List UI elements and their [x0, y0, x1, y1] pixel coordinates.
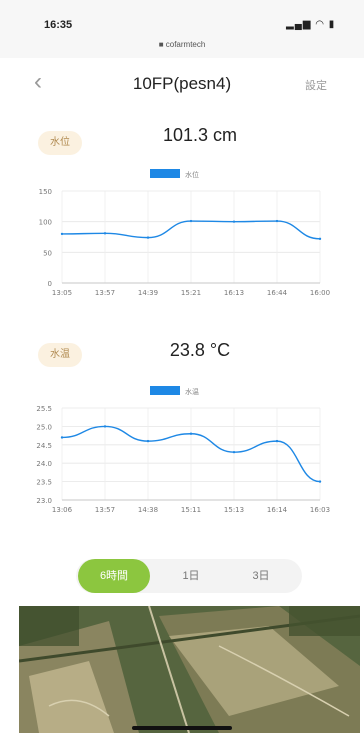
url-bar[interactable]: ■ cofarmtech: [158, 40, 206, 49]
water-level-legend-swatch: [150, 169, 180, 178]
water-temp-data-point: [232, 450, 236, 454]
water-level-ytick-label: 50: [43, 249, 52, 257]
water-level-label: 水位: [38, 131, 82, 155]
water-temp-ytick-label: 24.5: [36, 442, 52, 450]
water-temp-data-point: [189, 432, 193, 435]
water-level-xtick-label: 16:44: [267, 289, 288, 297]
settings-link[interactable]: 設定: [305, 80, 327, 92]
water-level-xtick-label: 14:39: [138, 289, 158, 297]
water-temp-data-point: [318, 480, 322, 483]
range-6h-button[interactable]: 6時間: [78, 559, 150, 593]
home-indicator: [132, 726, 232, 730]
water-temp-legend-swatch: [150, 386, 180, 395]
water-level-data-point: [60, 232, 64, 236]
water-temp-ytick-label: 25.0: [36, 423, 52, 431]
water-temp-legend-label: 水温: [185, 387, 199, 396]
water-level-xtick-label: 16:13: [224, 289, 244, 297]
water-level-data-point: [146, 236, 150, 239]
water-level-data-point: [189, 219, 193, 223]
status-bar: 16:35 ▂▄▆ ◠ ▮ ■ cofarmtech: [0, 0, 364, 58]
water-temp-data-point: [275, 439, 279, 443]
water-temp-label: 水温: [38, 343, 82, 367]
water-level-xtick-label: 15:21: [181, 289, 201, 297]
water-temp-ytick-label: 24.0: [36, 460, 52, 468]
water-temp-ytick-label: 25.5: [36, 405, 52, 413]
water-level-data-point: [275, 219, 279, 223]
water-temp-xtick-label: 13:57: [95, 506, 115, 514]
back-chevron-icon[interactable]: ‹: [34, 68, 42, 95]
water-temp-xtick-label: 15:11: [181, 506, 201, 514]
range-3d-button[interactable]: 3日: [252, 570, 270, 582]
water-level-ytick-label: 150: [39, 188, 52, 196]
water-level-data-point: [318, 237, 322, 241]
water-temp-xtick-label: 14:38: [138, 506, 158, 514]
water-temp-data-point: [103, 425, 107, 428]
range-selector: 6時間 1日 3日: [76, 559, 302, 593]
water-temp-xtick-label: 16:03: [310, 506, 330, 514]
water-temp-reading: 23.8 °C: [169, 340, 231, 360]
range-1d-button[interactable]: 1日: [182, 570, 200, 582]
water-temp-xtick-label: 16:14: [267, 506, 288, 514]
nav-bar: ‹ 10FP(pesn4) 設定: [0, 58, 364, 110]
water-level-ytick-label: 0: [48, 280, 52, 288]
page-title: 10FP(pesn4): [132, 74, 232, 93]
water-level-xtick-label: 13:57: [95, 289, 115, 297]
water-temp-data-point: [146, 439, 150, 443]
water-temp-xtick-label: 13:06: [52, 506, 73, 514]
status-time: 16:35: [44, 19, 73, 31]
satellite-map-image: [19, 606, 360, 733]
water-temp-ytick-label: 23.0: [36, 497, 52, 505]
water-level-data-point: [103, 232, 107, 235]
water-level-xtick-label: 16:00: [310, 289, 330, 297]
field-map[interactable]: [19, 606, 360, 733]
water-temp-ytick-label: 23.5: [36, 479, 52, 487]
water-level-chart-svg: 水位 150 100 50 013:05 13:57 14:39 15:21 16:13 16:4…: [39, 169, 330, 297]
signal-wifi-battery-icon: ▂▄▆ ◠ ▮: [286, 19, 336, 30]
water-temp-xtick-label: 15:13: [224, 506, 244, 514]
water-level-chart: 水位 150 100 50 0 13:05 13:57 14:39 15:21 16:13 16:4…: [30, 163, 340, 318]
water-level-reading: 101.3 cm: [162, 125, 238, 145]
water-level-xtick-label: 13:05: [52, 289, 72, 297]
water-temp-chart-svg: 水温 25.5 25.0 24.5 24.0 23.5 23.013:06 13:57 14:3…: [36, 386, 330, 514]
water-level-data-point: [232, 220, 236, 223]
water-level-ytick-label: 100: [39, 219, 52, 227]
water-level-legend-label: 水位: [185, 170, 199, 179]
water-temp-data-point: [60, 436, 64, 439]
water-temp-chart: 水温 25.5 25.0 24.5 24.0 23.5 23.0 13:06 13:57 14:3…: [30, 380, 340, 535]
